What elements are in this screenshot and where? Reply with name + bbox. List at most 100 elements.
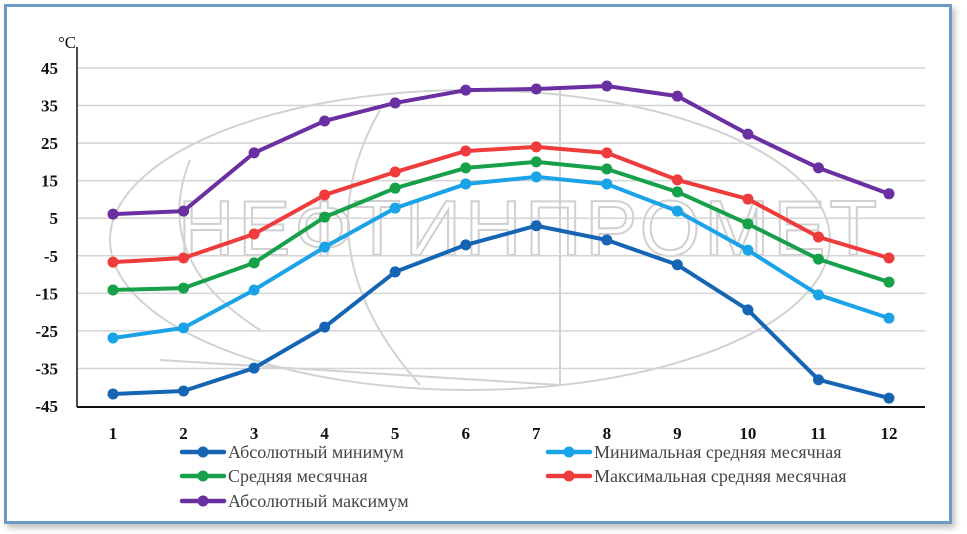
data-point <box>601 234 613 246</box>
legend-item: Абсолютный максимум <box>179 491 409 511</box>
data-point <box>530 156 542 168</box>
y-tick-label: -25 <box>35 322 58 341</box>
data-point <box>319 115 331 127</box>
data-point <box>389 266 401 278</box>
data-point <box>319 241 331 253</box>
data-point <box>107 388 119 400</box>
data-point <box>671 174 683 186</box>
data-point <box>248 228 260 240</box>
legend-label: Средняя месячная <box>228 466 368 486</box>
x-tick-label: 4 <box>320 424 329 443</box>
legend-label: Максимальная средняя месячная <box>594 466 847 486</box>
data-point <box>671 90 683 102</box>
legend-item: Максимальная средняя месячная <box>545 466 847 486</box>
data-point <box>389 202 401 214</box>
legend-swatch-marker <box>563 470 575 482</box>
data-point <box>671 259 683 271</box>
data-point <box>883 188 895 200</box>
data-point <box>883 276 895 288</box>
data-point <box>248 147 260 159</box>
x-axis-ticks: 1 2 3 4 5 6 7 8 9 10 11 12 <box>109 424 898 443</box>
data-point <box>883 312 895 324</box>
x-tick-label: 8 <box>603 424 612 443</box>
data-point <box>178 205 190 217</box>
legend-item: Абсолютный минимум <box>179 442 404 462</box>
series-line <box>112 84 890 217</box>
series-line <box>112 159 890 292</box>
data-point <box>248 284 260 296</box>
legend-label: Минимальная средняя месячная <box>594 442 842 462</box>
data-point <box>530 83 542 95</box>
data-point <box>671 205 683 217</box>
gridlines <box>77 67 925 370</box>
data-point <box>178 282 190 294</box>
data-point <box>460 84 472 96</box>
data-point <box>601 147 613 159</box>
series-Абсолютный максимум <box>107 80 895 220</box>
data-point <box>742 218 754 230</box>
data-point <box>812 289 824 301</box>
data-point <box>883 252 895 264</box>
legend-swatch-marker <box>197 495 209 507</box>
data-point <box>389 97 401 109</box>
y-axis-ticks: 45 35 25 15 5 -5 -15 -25 -35 -45 <box>35 59 58 416</box>
y-tick-label: -35 <box>35 359 58 378</box>
x-tick-label: 3 <box>250 424 259 443</box>
data-point <box>812 162 824 174</box>
data-point <box>460 162 472 174</box>
series-Минимальная средняя месячная <box>107 171 895 344</box>
x-tick-label: 7 <box>532 424 541 443</box>
data-point <box>389 166 401 178</box>
data-point <box>601 80 613 92</box>
data-point <box>389 182 401 194</box>
y-tick-label: -15 <box>35 284 58 303</box>
data-point <box>107 208 119 220</box>
data-point <box>107 332 119 344</box>
series-line <box>112 223 890 401</box>
x-tick-label: 1 <box>109 424 118 443</box>
x-tick-label: 5 <box>391 424 400 443</box>
y-tick-label: -5 <box>44 247 58 266</box>
data-point <box>671 186 683 198</box>
x-tick-label: 11 <box>810 424 826 443</box>
data-point <box>742 304 754 316</box>
data-point <box>107 256 119 268</box>
data-point <box>812 231 824 243</box>
x-tick-label: 2 <box>179 424 188 443</box>
y-tick-label: 25 <box>41 134 58 153</box>
data-point <box>460 178 472 190</box>
data-point <box>178 252 190 264</box>
data-point <box>742 128 754 140</box>
legend-label: Абсолютный минимум <box>228 442 404 462</box>
y-tick-label: -45 <box>35 397 58 416</box>
data-point <box>530 141 542 153</box>
data-point <box>319 189 331 201</box>
y-tick-label: 15 <box>41 172 58 191</box>
y-tick-label: 45 <box>41 59 58 78</box>
data-point <box>248 257 260 269</box>
series-Максимальная средняя месячная <box>107 141 895 268</box>
y-axis-unit-label: °C <box>58 33 76 52</box>
data-point <box>530 220 542 232</box>
legend-item: Минимальная средняя месячная <box>545 442 842 462</box>
legend-label: Абсолютный максимум <box>228 491 409 511</box>
series-line <box>112 144 890 265</box>
x-tick-label: 9 <box>673 424 682 443</box>
data-point <box>812 374 824 386</box>
y-tick-label: 5 <box>50 209 59 228</box>
data-point <box>742 193 754 205</box>
data-point <box>107 284 119 296</box>
data-point <box>601 163 613 175</box>
data-point <box>460 239 472 251</box>
series-line <box>112 174 890 341</box>
series-Абсолютный минимум <box>107 220 895 404</box>
legend-swatch-marker <box>197 446 209 458</box>
legend-swatch-marker <box>563 446 575 458</box>
y-tick-label: 35 <box>41 97 58 116</box>
data-point <box>601 178 613 190</box>
data-point <box>530 171 542 183</box>
data-point <box>742 244 754 256</box>
x-tick-label: 10 <box>739 424 756 443</box>
data-point <box>883 392 895 404</box>
